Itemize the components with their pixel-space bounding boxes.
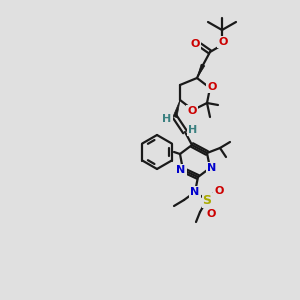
Text: S: S — [202, 194, 211, 206]
Text: N: N — [190, 187, 200, 197]
Text: N: N — [176, 165, 186, 175]
Polygon shape — [173, 100, 180, 118]
Text: O: O — [214, 186, 224, 196]
Text: O: O — [206, 209, 216, 219]
Polygon shape — [197, 64, 205, 78]
Text: H: H — [162, 114, 172, 124]
Text: O: O — [207, 82, 217, 92]
Text: H: H — [188, 125, 198, 135]
Text: O: O — [187, 106, 197, 116]
Text: O: O — [190, 39, 200, 49]
Text: N: N — [207, 163, 217, 173]
Text: O: O — [218, 37, 228, 47]
